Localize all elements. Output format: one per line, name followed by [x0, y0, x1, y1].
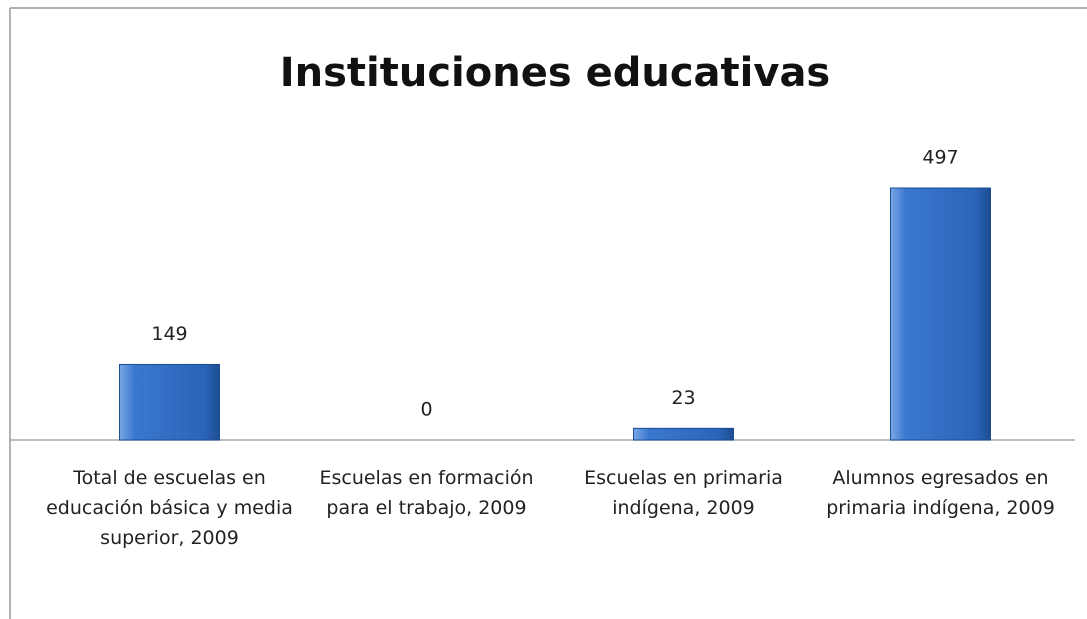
- x-tick-label: Alumnos egresados en primaria indígena, …: [826, 467, 1055, 519]
- bar: [119, 363, 220, 441]
- x-tick-label: Escuelas en formación para el trabajo, 2…: [319, 467, 534, 519]
- bar: [633, 427, 734, 441]
- value-label: 497: [922, 147, 958, 169]
- x-tick-label: Escuelas en primaria indígena, 2009: [584, 467, 783, 519]
- x-tick-label: Total de escuelas en educación básica y …: [46, 467, 293, 549]
- value-label: 149: [151, 323, 187, 345]
- value-label: 0: [420, 399, 432, 421]
- bar: [890, 187, 991, 441]
- chart-title: Instituciones educativas: [280, 50, 831, 96]
- value-label: 23: [671, 387, 695, 409]
